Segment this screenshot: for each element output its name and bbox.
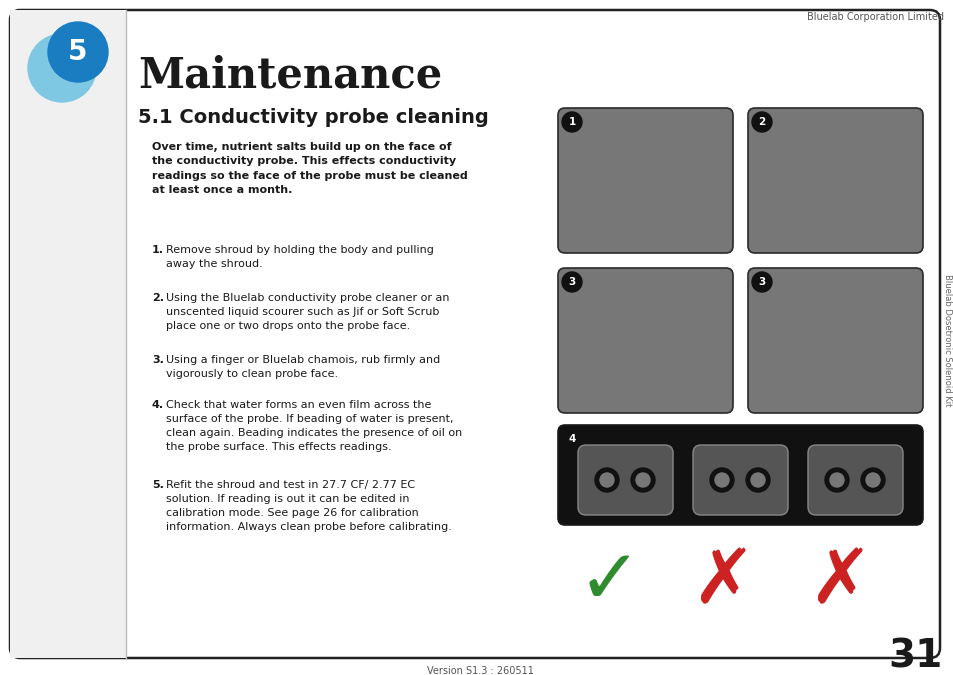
Circle shape [829,473,843,487]
FancyBboxPatch shape [558,425,923,525]
Circle shape [750,473,764,487]
Circle shape [599,473,614,487]
Circle shape [709,468,733,492]
Text: ✗: ✗ [807,545,871,619]
Text: 2: 2 [758,117,765,127]
Circle shape [824,468,848,492]
FancyBboxPatch shape [747,268,923,413]
Circle shape [861,468,884,492]
Circle shape [751,272,771,292]
Text: Maintenance: Maintenance [138,55,442,97]
FancyBboxPatch shape [10,10,939,658]
Text: 4.: 4. [152,400,164,410]
Text: 5: 5 [69,38,88,66]
Text: 1: 1 [568,117,575,127]
Text: 4: 4 [568,434,575,444]
Text: Remove shroud by holding the body and pulling
away the shroud.: Remove shroud by holding the body and pu… [166,245,434,269]
Text: 5.1 Conductivity probe cleaning: 5.1 Conductivity probe cleaning [138,108,488,127]
Circle shape [751,112,771,132]
Text: 3.: 3. [152,355,164,365]
Circle shape [28,34,96,102]
Text: ✗: ✗ [690,545,754,619]
Circle shape [745,468,769,492]
Circle shape [636,473,649,487]
Text: Bluelab Corporation Limited: Bluelab Corporation Limited [806,12,943,22]
Text: Using the Bluelab conductivity probe cleaner or an
unscented liquid scourer such: Using the Bluelab conductivity probe cle… [166,293,449,331]
Text: Bluelab Dosetronic Solenoid Kit: Bluelab Dosetronic Solenoid Kit [943,274,951,406]
Circle shape [561,429,581,449]
Text: Check that water forms an even film across the
surface of the probe. If beading : Check that water forms an even film acro… [166,400,462,452]
Text: Using a finger or Bluelab chamois, rub firmly and
vigorously to clean probe face: Using a finger or Bluelab chamois, rub f… [166,355,439,379]
Bar [10,10,126,658]
FancyBboxPatch shape [578,445,672,515]
FancyBboxPatch shape [692,445,787,515]
Text: 3: 3 [568,277,575,287]
Circle shape [630,468,655,492]
FancyBboxPatch shape [558,268,732,413]
Circle shape [561,272,581,292]
Text: ✓: ✓ [578,545,641,619]
Text: Over time, nutrient salts build up on the face of
the conductivity probe. This e: Over time, nutrient salts build up on th… [152,142,467,195]
Circle shape [595,468,618,492]
Text: 3: 3 [758,277,765,287]
Circle shape [865,473,879,487]
Text: Version S1.3 : 260511: Version S1.3 : 260511 [426,666,533,675]
Text: Refit the shroud and test in 27.7 CF/ 2.77 EC
solution. If reading is out it can: Refit the shroud and test in 27.7 CF/ 2.… [166,480,452,532]
Text: 1.: 1. [152,245,164,255]
Text: 31: 31 [888,638,943,675]
FancyBboxPatch shape [807,445,902,515]
Circle shape [48,22,108,82]
Circle shape [561,112,581,132]
Circle shape [714,473,728,487]
FancyBboxPatch shape [747,108,923,253]
Text: 5.: 5. [152,480,164,490]
Text: 2.: 2. [152,293,164,303]
FancyBboxPatch shape [558,108,732,253]
